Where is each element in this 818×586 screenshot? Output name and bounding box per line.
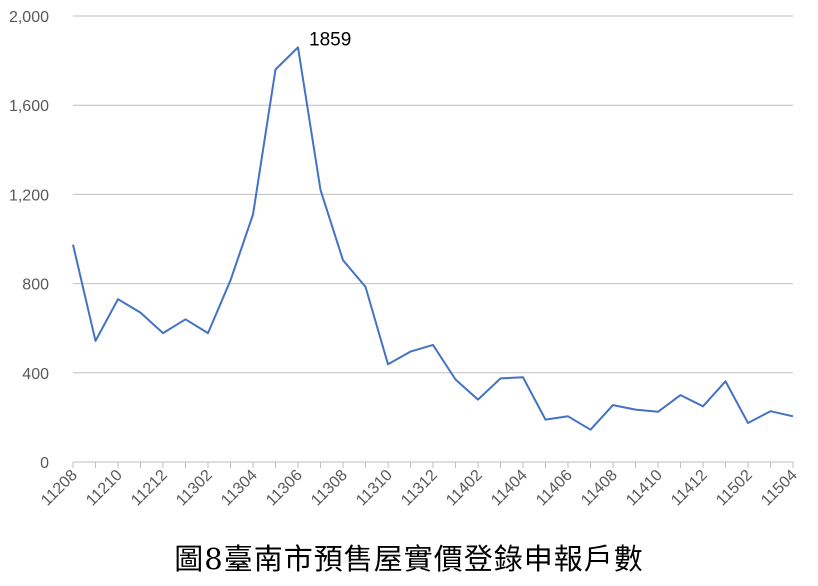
y-tick-label: 400 xyxy=(22,366,49,383)
x-tick-label: 11502 xyxy=(713,467,756,510)
x-tick-label: 11404 xyxy=(488,467,531,510)
x-tick-label: 11302 xyxy=(173,467,216,510)
y-axis-ticks: 0 400 800 1,200 1,600 2,000 xyxy=(9,9,49,472)
y-tick-label: 800 xyxy=(22,277,49,294)
x-tick-label: 11412 xyxy=(668,467,711,510)
x-tick-label: 11402 xyxy=(443,467,486,510)
x-tick-label: 11504 xyxy=(758,467,801,510)
y-tick-label: 2,000 xyxy=(9,9,49,26)
x-tick-label: 11304 xyxy=(218,467,261,510)
x-tick-label: 11306 xyxy=(263,467,306,510)
x-tick-label: 11208 xyxy=(38,467,81,510)
x-tick-label: 11212 xyxy=(128,467,171,510)
x-tick-label: 11312 xyxy=(398,467,441,510)
y-tick-label: 0 xyxy=(40,455,49,472)
y-tick-label: 1,600 xyxy=(9,98,49,115)
x-tick-label: 11408 xyxy=(578,467,621,510)
peak-data-label: 1859 xyxy=(309,29,351,50)
x-tick-label: 11310 xyxy=(353,467,396,510)
annotation-layer: 1859 xyxy=(309,29,351,50)
series-line xyxy=(72,46,794,431)
x-tick-label: 11308 xyxy=(308,467,351,510)
series-layer xyxy=(72,46,794,431)
x-tick-label: 11406 xyxy=(533,467,576,510)
x-axis xyxy=(72,461,794,468)
x-tick-label: 11210 xyxy=(83,467,126,510)
x-axis-ticks: 11208 11210 11212 11302 11304 11306 11308 11310… xyxy=(38,467,801,510)
x-tick-label: 11410 xyxy=(623,467,666,510)
gridlines xyxy=(73,15,793,374)
chart-title: 圖8臺南市預售屋實價登錄申報戶數 xyxy=(174,542,644,576)
y-tick-label: 1,200 xyxy=(9,187,49,204)
